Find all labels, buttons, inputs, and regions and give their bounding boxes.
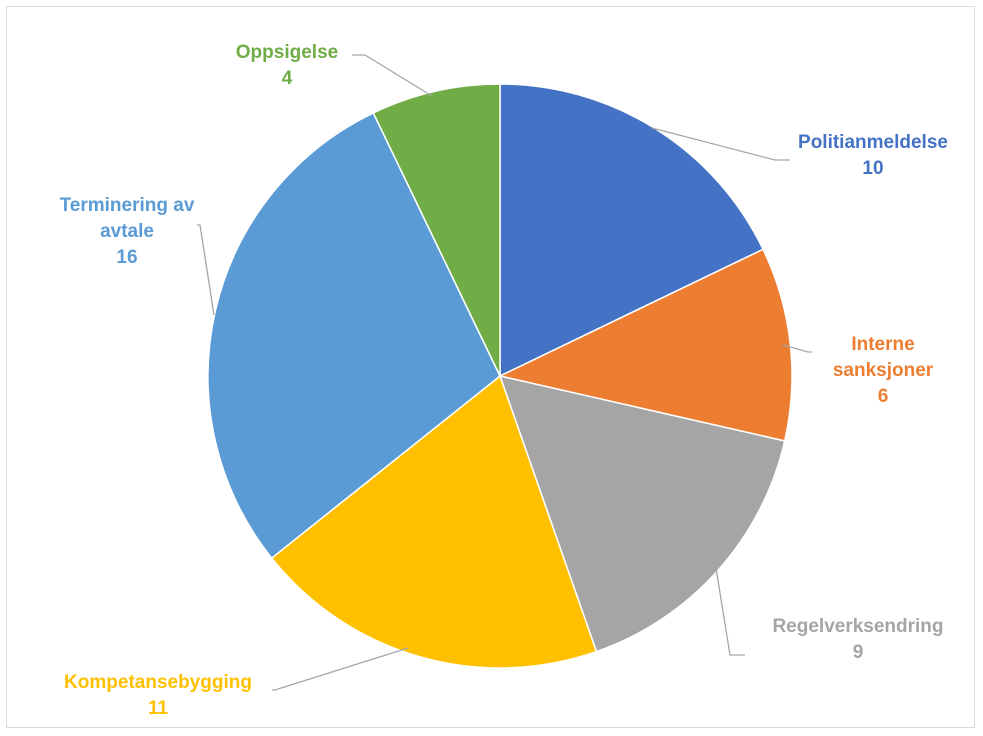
slice-label-2: Regelverksendring 9 (772, 616, 943, 663)
slice-label-4: Terminering av avtale 16 (60, 195, 195, 268)
leader-line-5 (352, 54, 433, 97)
slice-name-label: Oppsigelse (236, 42, 338, 63)
slice-value-label: 6 (878, 386, 889, 407)
pie-slice-3 (270, 374, 598, 669)
slice-value-label: 9 (853, 642, 864, 663)
slice-name-label: avtale (100, 221, 154, 242)
leader-line-3 (272, 647, 409, 691)
slice-name-label: Interne (851, 334, 914, 355)
slice-name-label: sanksjoner (833, 360, 934, 381)
leader-line-4 (197, 224, 215, 316)
leader-line-0 (651, 127, 790, 161)
leader-line-1 (782, 344, 812, 353)
slice-label-3: Kompetansebygging 11 (64, 672, 252, 719)
slice-value-label: 4 (282, 68, 293, 89)
pie-slice-2 (498, 374, 786, 653)
slice-labels: Politianmeldelse 10 Interne sanksjoner 6 Rege… (60, 42, 948, 719)
slice-name-label: Politianmeldelse (798, 132, 948, 153)
slice-name-label: Terminering av (60, 195, 195, 216)
slice-value-label: 16 (116, 247, 137, 268)
pie-slices (207, 83, 793, 669)
pie-slice-4 (207, 111, 501, 560)
slice-name-label: Kompetansebygging (64, 672, 252, 693)
slice-value-label: 11 (148, 698, 169, 719)
slice-value-label: 10 (862, 158, 883, 179)
leader-line-2 (715, 567, 745, 656)
slice-label-1: Interne sanksjoner 6 (833, 334, 934, 407)
pie-slice-5 (372, 83, 501, 377)
slice-label-0: Politianmeldelse 10 (798, 132, 948, 179)
slice-label-5: Oppsigelse 4 (236, 42, 338, 89)
chart-frame (6, 6, 975, 728)
slice-name-label: Regelverksendring (772, 616, 943, 637)
leader-lines (197, 54, 812, 691)
pie-slice-1 (497, 248, 793, 442)
